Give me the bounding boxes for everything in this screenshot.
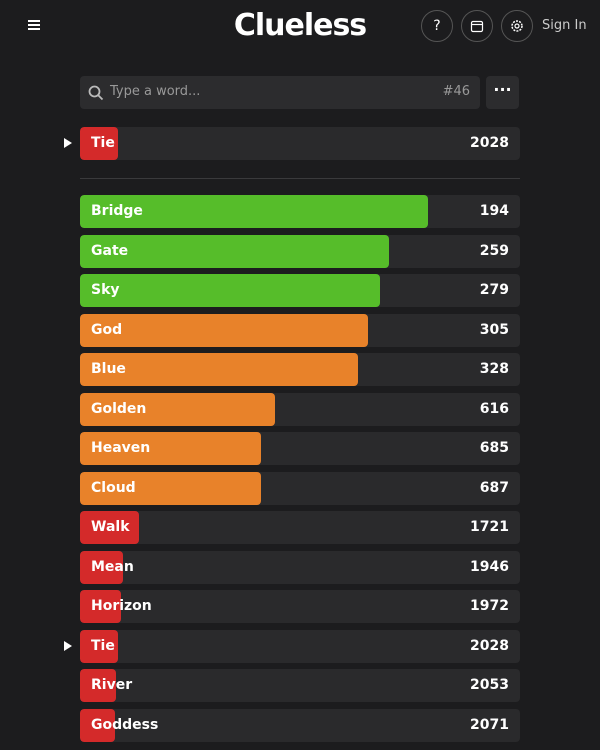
sign-in-link[interactable]: Sign In: [542, 18, 587, 33]
guess-row: God 305: [80, 313, 520, 347]
guess-row: Heaven 685: [80, 432, 520, 465]
rank-bar: [80, 511, 140, 544]
guess-word: River: [91, 677, 133, 693]
guess-row: Horizon 1972: [80, 590, 520, 623]
guess-word: Golden: [91, 400, 147, 417]
divider: [80, 178, 520, 179]
app-title: Clueless: [233, 8, 367, 43]
current-marker: [64, 640, 72, 651]
guess-rank: 194: [479, 203, 509, 219]
guess-word: Gate: [91, 242, 129, 259]
guess-word: Tie: [91, 637, 115, 654]
guess-rank: 279: [479, 282, 509, 298]
guess-rank: 328: [479, 361, 509, 377]
guess-word: Tie: [91, 135, 115, 151]
guess-row: Tie 2028: [80, 629, 520, 663]
game-number: #46: [442, 84, 470, 99]
guess-row: Blue 328: [80, 353, 520, 386]
guess-row: Mean 1946: [80, 550, 520, 584]
rank-bar: [80, 313, 368, 347]
guess-rank: 2053: [470, 677, 509, 693]
rank-bar: [80, 550, 124, 584]
current-marker: [64, 138, 72, 148]
guess-row: Goddess 2071: [80, 708, 520, 742]
guess-word: Mean: [91, 558, 134, 575]
help-button[interactable]: ?: [421, 10, 453, 42]
settings-button[interactable]: [501, 10, 533, 42]
guess-word: Walk: [91, 519, 130, 535]
calendar-button[interactable]: [461, 10, 493, 42]
guess-row: River 2053: [80, 669, 520, 702]
rank-bar: [80, 669, 117, 702]
guess-word: Blue: [91, 361, 126, 377]
guess-word: Bridge: [91, 203, 143, 219]
guess-rank: 259: [479, 242, 509, 259]
guess-rank: 2028: [470, 637, 509, 654]
guess-row: Sky 279: [80, 274, 520, 307]
guess-rank: 687: [479, 479, 509, 496]
more-button[interactable]: ···: [486, 76, 519, 109]
rank-bar: [80, 195, 428, 228]
guess-row: Walk 1721: [80, 511, 520, 544]
rank-bar: [80, 274, 380, 307]
rank-bar: [80, 708, 116, 742]
rank-bar: [80, 590, 122, 623]
guess-word: Heaven: [91, 440, 151, 456]
rank-bar: [80, 432, 262, 465]
menu-button[interactable]: [28, 20, 40, 30]
guess-row: Gate 259: [80, 234, 520, 268]
guess-rank: 1972: [470, 598, 509, 614]
guess-row: Tie 2028: [80, 127, 520, 160]
guess-rank: 616: [479, 400, 509, 417]
rank-bar: [80, 471, 261, 505]
rank-bar: [80, 234, 390, 268]
guess-word: God: [91, 321, 123, 338]
rank-bar: [80, 392, 276, 426]
guess-word: Horizon: [91, 598, 152, 614]
guess-row: Cloud 687: [80, 471, 520, 505]
guess-rank: 2071: [470, 716, 509, 733]
rank-bar: [80, 629, 118, 663]
guess-word: Goddess: [91, 716, 159, 733]
placeholder: Type a word...: [110, 84, 201, 99]
guess-rank: 1721: [470, 519, 509, 535]
guess-row: Golden 616: [80, 392, 520, 426]
guess-rank: 1946: [470, 558, 509, 575]
guess-rank: 2028: [470, 135, 509, 151]
rank-bar: [80, 127, 118, 160]
search-icon: [88, 85, 104, 101]
guess-row: Bridge 194: [80, 195, 520, 228]
rank-bar: [80, 353, 359, 386]
gear-icon: [511, 20, 523, 32]
guess-rank: 305: [479, 321, 509, 338]
calendar-icon: [470, 20, 484, 33]
search-input[interactable]: Type a word... #46: [80, 76, 480, 109]
guess-word: Cloud: [91, 479, 136, 496]
guess-rank: 685: [479, 440, 509, 456]
guess-word: Sky: [91, 282, 120, 298]
